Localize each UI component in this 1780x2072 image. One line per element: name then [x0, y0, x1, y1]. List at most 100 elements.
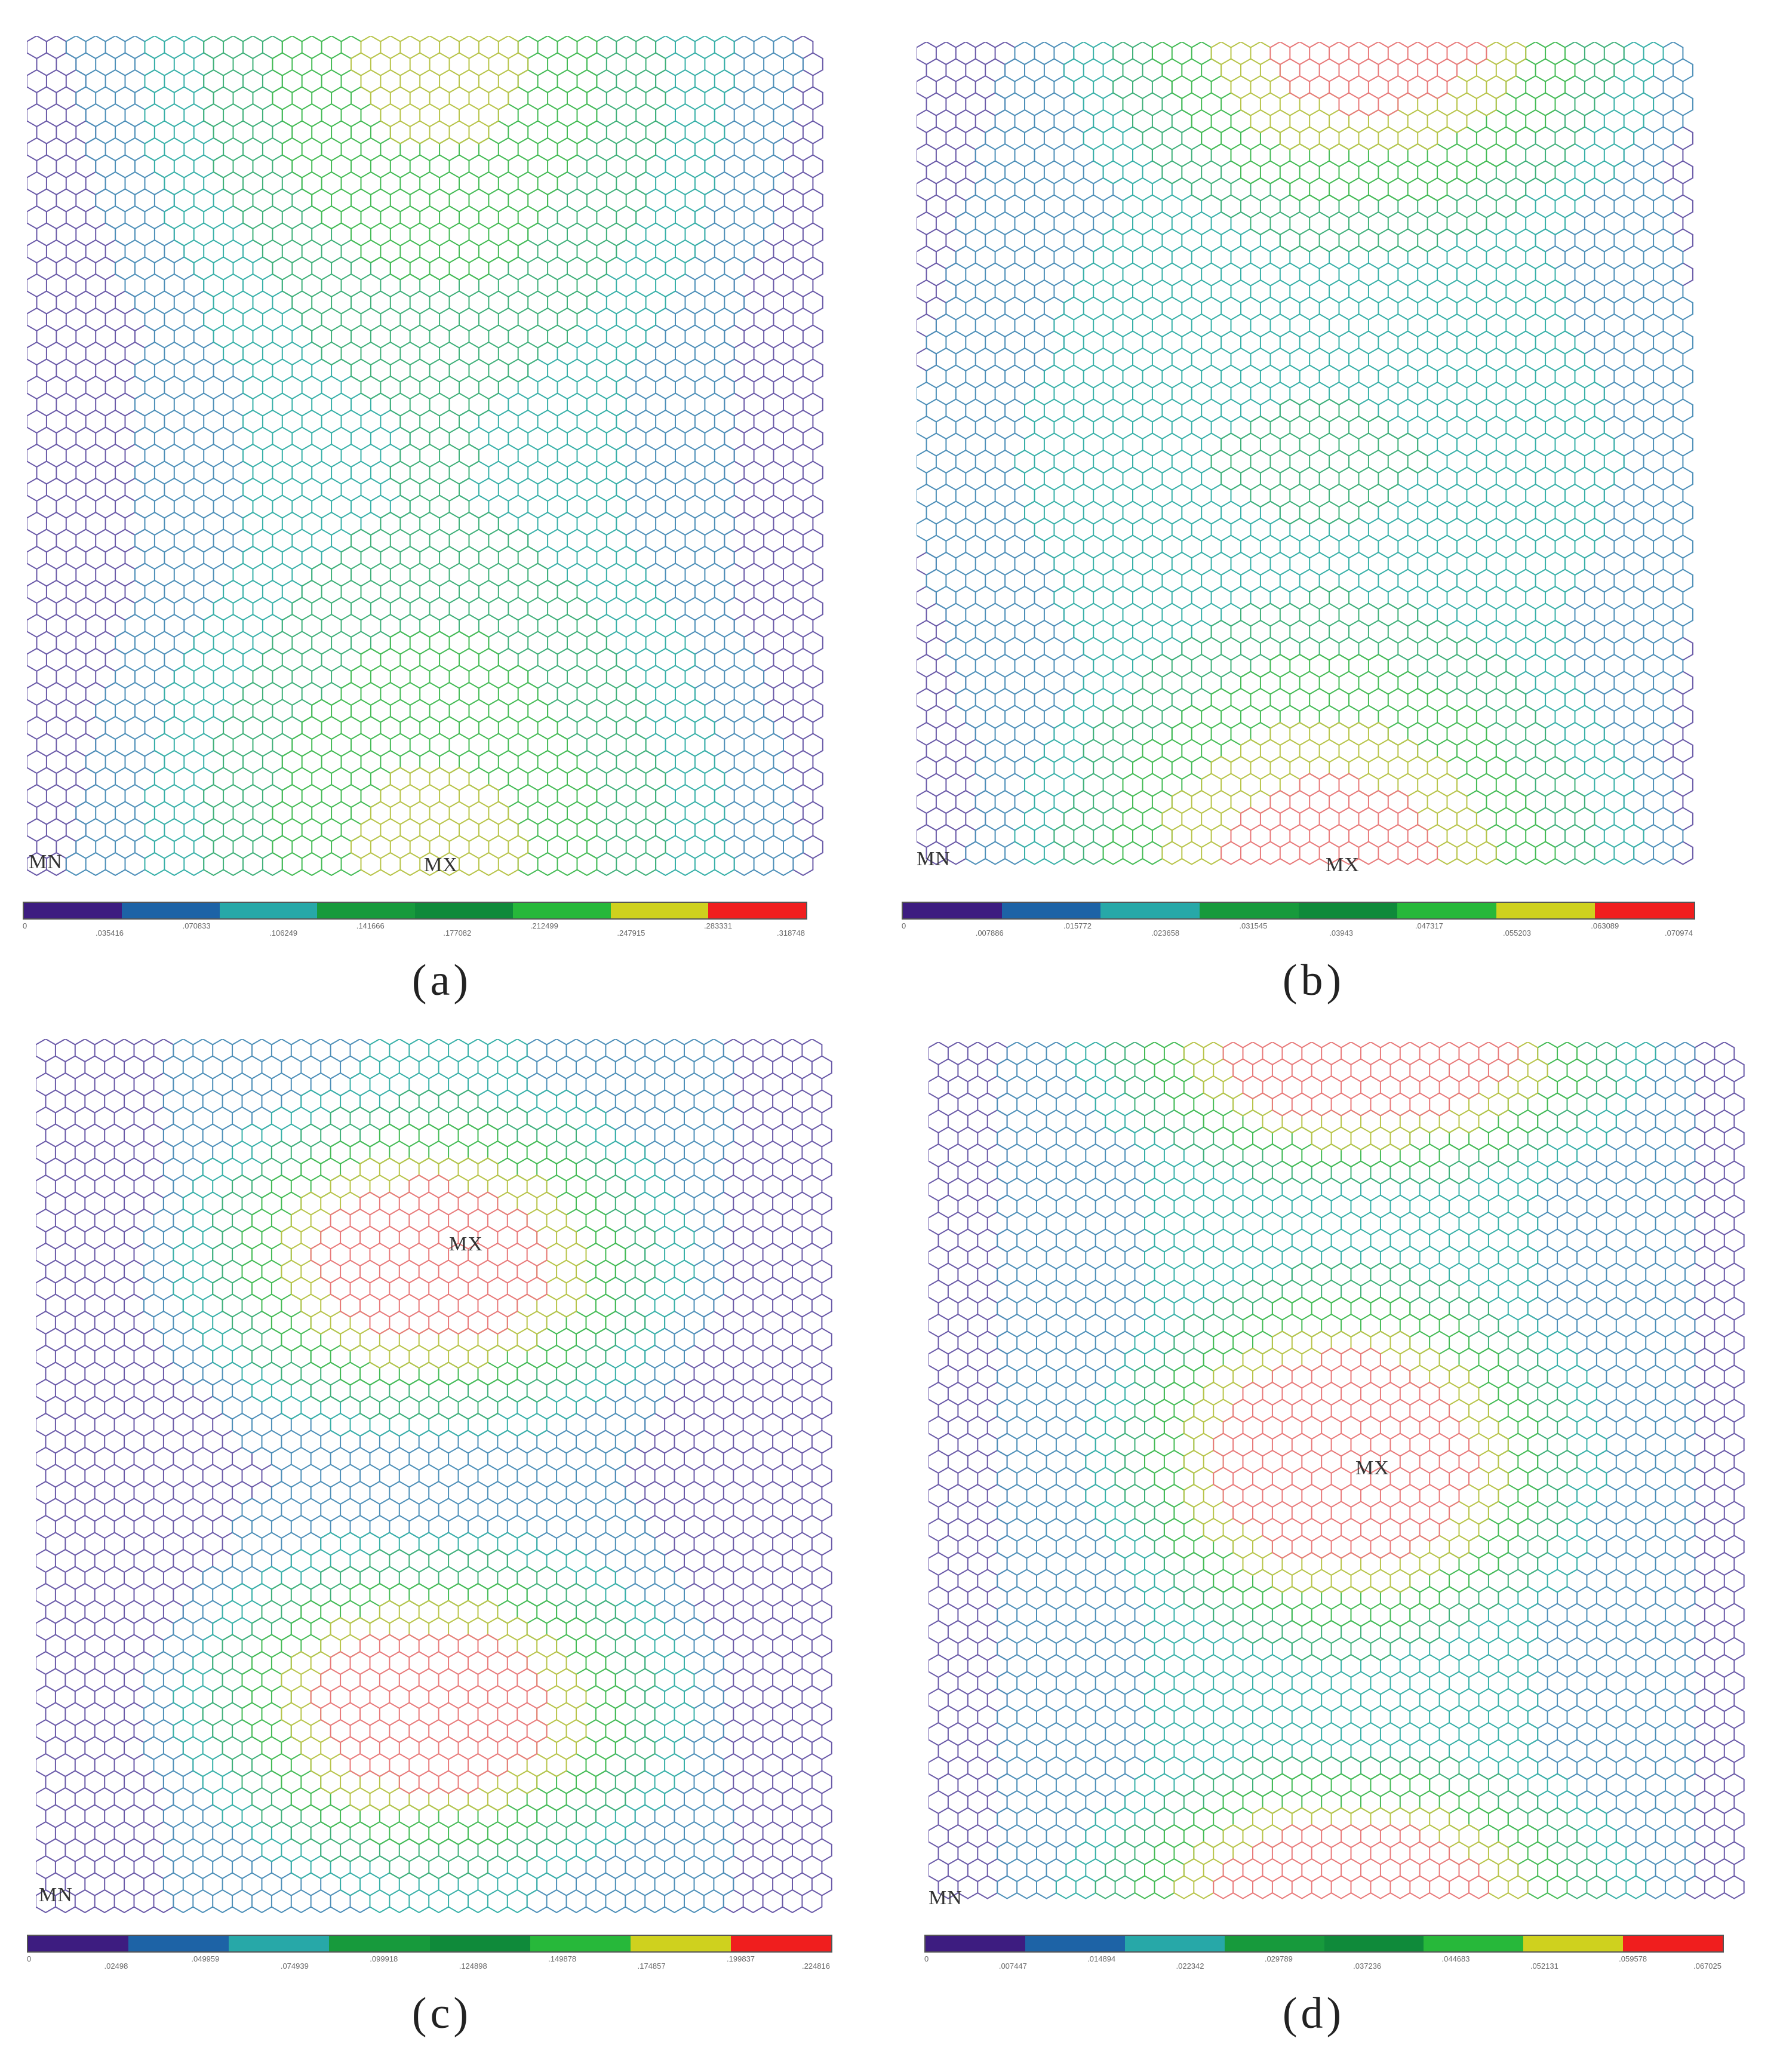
legend-swatch [229, 1936, 330, 1951]
legend-swatch [1397, 903, 1496, 918]
panel-d-max-label: MX [1355, 1457, 1389, 1479]
hexagon-mesh-svg [27, 36, 823, 877]
legend-tick-label: .014894 [1087, 1954, 1116, 1963]
panel-a-legend-ticks: 0 .035416 .070833 .106249 .141666 .177082 .212… [23, 921, 805, 939]
legend-swatch [1424, 1936, 1524, 1951]
legend-swatch [1025, 1936, 1125, 1951]
panel-c-min-label: MN [39, 1884, 73, 1906]
legend-tick-label: .029789 [1264, 1954, 1293, 1963]
hexagon-cell-group [917, 42, 1693, 865]
panel-a-min-label: MN [29, 851, 63, 873]
legend-swatch [1124, 1936, 1225, 1951]
legend-swatch [708, 903, 806, 918]
hexagon-cell-group [203, 36, 666, 877]
hexagon-cell-group [65, 36, 804, 877]
legend-swatch [926, 1936, 1025, 1951]
legend-tick-label: .015772 [1063, 921, 1092, 930]
legend-swatch [317, 903, 415, 918]
hexagon-cell-group [36, 1039, 832, 1914]
panel-c-legend-ticks: 0 .02498 .049959 .074939 .099918 .124898 .1498… [27, 1954, 830, 1972]
legend-tick-label: .055203 [1503, 929, 1532, 937]
legend-swatch [512, 903, 611, 918]
hexagon-cell-group [144, 36, 735, 877]
legend-tick-label: .049959 [191, 1954, 220, 1963]
legend-tick-label: .03943 [1329, 929, 1353, 937]
panel-b-min-label: MN [917, 848, 951, 870]
legend-swatch [1496, 903, 1595, 918]
hexagon-cell-group [27, 36, 823, 877]
panel-c-caption: (c) [411, 1989, 472, 2038]
legend-tick-label: 0 [924, 1954, 929, 1963]
panel-d-color-legend [924, 1935, 1724, 1953]
legend-tick-label: .059578 [1619, 1954, 1647, 1963]
legend-swatch [1224, 1936, 1324, 1951]
hexagon-mesh-svg [36, 1039, 832, 1914]
hexagon-cell-group [1102, 42, 1576, 865]
legend-swatch [121, 903, 220, 918]
legend-tick-label: .007886 [975, 929, 1004, 937]
legend-swatch [24, 903, 122, 918]
panel-a-mesh [27, 36, 845, 881]
legend-tick-label: .106249 [269, 929, 298, 937]
legend-tick-label: .070833 [182, 921, 211, 930]
legend-tick-label: .023658 [1151, 929, 1180, 937]
hexagon-cell-group [1161, 42, 1527, 865]
hexagon-cell-group [1213, 1042, 1519, 1899]
legend-swatch [1298, 903, 1398, 918]
panel-a-caption: (a) [411, 956, 472, 1005]
legend-tick-label: .007447 [998, 1962, 1027, 1970]
legend-swatch [429, 1936, 530, 1951]
legend-tick-label: .044683 [1441, 1954, 1470, 1963]
legend-tick-label: .031545 [1239, 921, 1268, 930]
legend-tick-label: .052131 [1530, 1962, 1558, 1970]
legend-tick-label: .318748 [777, 929, 805, 937]
panel-b-mesh [917, 42, 1717, 881]
legend-swatch [128, 1936, 229, 1951]
legend-tick-label: .063089 [1591, 921, 1619, 930]
panel-d-caption: (d) [1282, 1989, 1345, 2038]
panel-c-max-label: MX [449, 1233, 483, 1255]
legend-tick-label: .047317 [1415, 921, 1443, 930]
legend-tick-label: .141666 [356, 921, 385, 930]
legend-swatch [1523, 1936, 1624, 1951]
hexagon-cell-group [1014, 42, 1664, 865]
legend-tick-label: .174857 [637, 1962, 666, 1970]
legend-swatch [1001, 903, 1101, 918]
legend-tick-label: .199837 [727, 1954, 755, 1963]
panel-c-mesh [36, 1039, 857, 1914]
legend-tick-label: .074939 [280, 1962, 309, 1970]
hexagon-cell-group [1221, 42, 1487, 865]
legend-swatch [730, 1936, 831, 1951]
legend-swatch [1623, 1936, 1723, 1951]
hexagon-mesh-svg [929, 1042, 1745, 1899]
legend-tick-label: .02498 [104, 1962, 128, 1970]
legend-swatch [1100, 903, 1200, 918]
legend-tick-label: .283331 [703, 921, 732, 930]
legend-swatch [903, 903, 1002, 918]
hexagon-cell-group [351, 36, 529, 877]
legend-tick-label: .224816 [802, 1962, 830, 1970]
legend-swatch [1324, 1936, 1424, 1951]
legend-tick-label: .022342 [1176, 1962, 1204, 1970]
legend-tick-label: .177082 [443, 929, 472, 937]
panel-c-color-legend [27, 1935, 832, 1953]
hexagon-cell-group [310, 1174, 548, 1794]
legend-tick-label: .035416 [96, 929, 124, 937]
legend-tick-label: .067025 [1693, 1962, 1721, 1970]
legend-tick-label: .070974 [1665, 929, 1693, 937]
legend-swatch [415, 903, 513, 918]
panel-b-legend-ticks: 0 .007886 .015772 .023658 .031545 .03943 .0473… [902, 921, 1693, 939]
panel-d-min-label: MN [929, 1887, 963, 1909]
legend-tick-label: .037236 [1353, 1962, 1382, 1970]
panel-b-caption: (b) [1282, 956, 1345, 1005]
panel-d-mesh [929, 1042, 1761, 1914]
legend-tick-label: .212499 [530, 921, 558, 930]
legend-swatch [219, 903, 318, 918]
hexagon-mesh-svg [917, 42, 1693, 865]
legend-swatch [28, 1936, 129, 1951]
panel-b-max-label: MX [1326, 854, 1360, 876]
panel-a-color-legend [23, 902, 807, 920]
panel-a-max-label: MX [424, 854, 458, 876]
legend-tick-label: 0 [23, 921, 27, 930]
